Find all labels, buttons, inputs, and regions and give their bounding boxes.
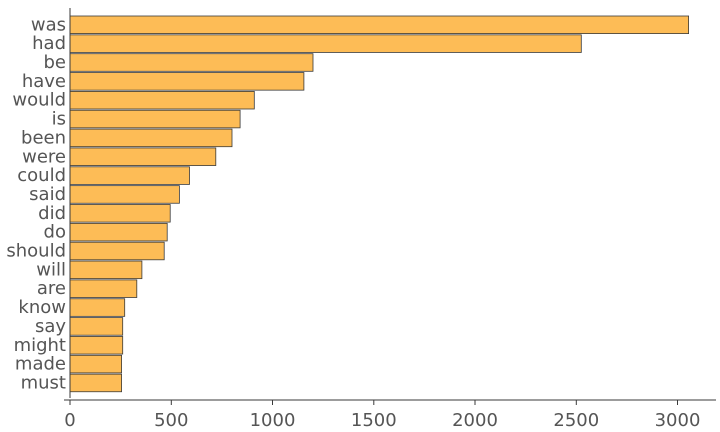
bar-are <box>69 279 138 298</box>
category-label-will: will <box>36 259 66 280</box>
x-tick-label-1500: 1500 <box>351 410 397 431</box>
x-tick-label-500: 500 <box>154 410 188 431</box>
category-label-been: been <box>21 127 66 148</box>
category-label-be: be <box>44 52 67 73</box>
category-label-were: were <box>22 146 66 167</box>
x-tick-label-2000: 2000 <box>452 410 498 431</box>
category-label-might: might <box>14 335 66 356</box>
category-label-said: said <box>29 184 66 205</box>
category-label-made: made <box>15 354 66 375</box>
bar-be <box>69 53 314 72</box>
category-label-are: are <box>37 278 66 299</box>
bar-will <box>69 260 143 280</box>
bar-say <box>69 317 124 336</box>
category-label-was: was <box>31 14 66 35</box>
category-label-would: would <box>12 90 66 111</box>
bar-made <box>69 354 122 374</box>
category-label-is: is <box>52 109 66 130</box>
bar-was <box>69 15 689 35</box>
category-label-say: say <box>35 316 66 337</box>
category-label-must: must <box>21 373 66 394</box>
bar-should <box>69 241 165 261</box>
category-label-have: have <box>22 71 66 92</box>
x-tick-label-0: 0 <box>64 410 75 431</box>
category-label-did: did <box>38 203 66 224</box>
category-label-should: should <box>6 241 66 262</box>
bar-did <box>69 204 171 223</box>
x-tick-label-2500: 2500 <box>553 410 599 431</box>
bars-group <box>69 15 689 393</box>
bar-been <box>69 128 233 148</box>
bar-must <box>69 373 122 393</box>
bar-might <box>69 336 124 355</box>
bar-had <box>69 34 582 53</box>
x-tick-label-3000: 3000 <box>655 410 701 431</box>
bar-could <box>69 166 190 185</box>
category-label-had: had <box>32 33 66 54</box>
bar-know <box>69 298 126 317</box>
category-label-do: do <box>44 222 66 243</box>
category-label-know: know <box>18 297 66 318</box>
bar-is <box>69 109 241 129</box>
category-labels-group: washadbehavewouldisbeenwerecouldsaiddidd… <box>6 14 66 393</box>
bar-said <box>69 185 180 204</box>
x-tick-label-1000: 1000 <box>250 410 296 431</box>
category-label-could: could <box>17 165 66 186</box>
x-ticks-group: 0 500 1000 1500 2000 2500 3000 <box>64 400 700 431</box>
bar-do <box>69 222 168 242</box>
bar-would <box>69 91 255 110</box>
bar-have <box>69 72 305 91</box>
bar-were <box>69 147 217 166</box>
